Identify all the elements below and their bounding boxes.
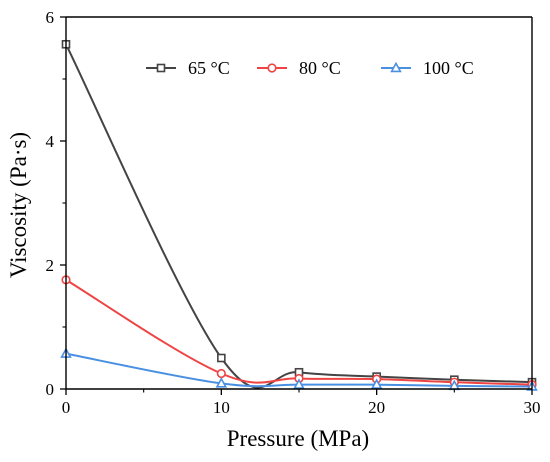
legend: 65 °C 80 °C 100 °C [146, 58, 474, 78]
plot-markers [60, 39, 538, 391]
x-tick-label: 10 [213, 398, 230, 417]
legend-label-2: 80 °C [299, 58, 341, 78]
y-tick-label: 4 [46, 132, 55, 151]
legend-marker-2 [267, 63, 277, 73]
y-tick-label: 6 [46, 8, 55, 27]
legend-label-1: 65 °C [188, 58, 230, 78]
data-point-s2-2 [216, 368, 226, 379]
x-tick-label: 20 [368, 398, 385, 417]
y-tick-label: 0 [46, 380, 55, 399]
legend-marker-3 [390, 61, 402, 73]
plot-lines [65, 43, 533, 389]
data-point-s3-2 [215, 377, 228, 388]
x-tick-label: 0 [62, 398, 71, 417]
data-point-s3-3 [293, 378, 305, 389]
x-axis-title: Pressure (MPa) [227, 426, 369, 451]
data-point-s1-2 [217, 353, 226, 363]
y-axis-title: Viscosity (Pa·s) [6, 132, 31, 278]
x-tick-label: 30 [524, 398, 541, 417]
tick-labels: 0 10 20 30 0 2 4 6 [46, 8, 541, 417]
legend-marker-1 [156, 63, 166, 73]
series-line-1 [65, 43, 533, 389]
axis-ticks [60, 16, 533, 395]
y-tick-label: 2 [46, 256, 55, 275]
data-point-s3-4 [370, 378, 383, 389]
legend-label-3: 100 °C [423, 58, 474, 78]
